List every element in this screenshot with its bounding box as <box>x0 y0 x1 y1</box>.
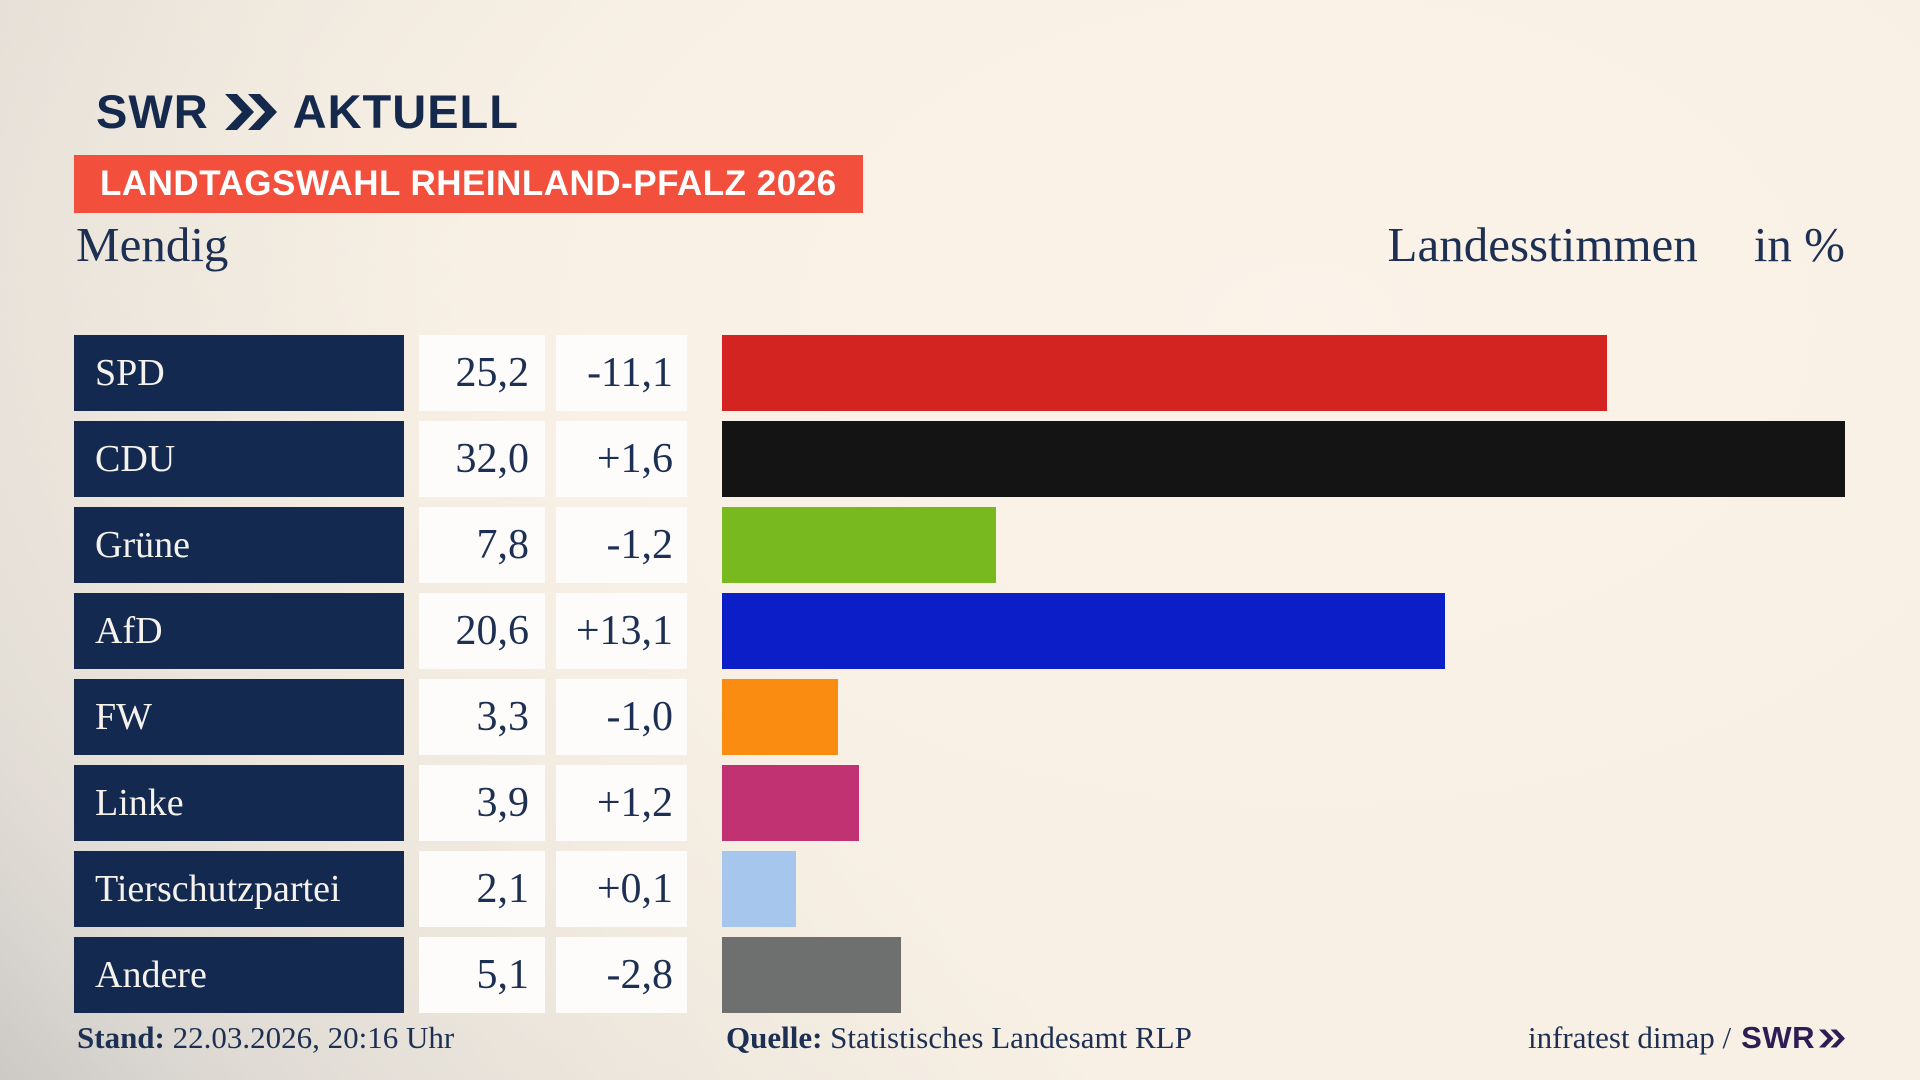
value-cell: 3,3 <box>419 679 545 755</box>
stand-label: Stand: <box>77 1020 165 1055</box>
stand-value: 22.03.2026, 20:16 Uhr <box>164 1020 455 1055</box>
change-cell: -1,2 <box>556 507 687 583</box>
source-label: Quelle: <box>726 1020 823 1055</box>
stand-timestamp: Stand: 22.03.2026, 20:16 Uhr <box>77 1020 454 1056</box>
result-bar <box>722 421 1845 497</box>
unit-label: in % <box>1753 217 1845 272</box>
chart-row: FW 3,3 -1,0 <box>74 679 1845 755</box>
change-cell: -11,1 <box>556 335 687 411</box>
municipality-title: Mendig <box>76 217 229 272</box>
source-value: Statistisches Landesamt RLP <box>822 1020 1192 1055</box>
chart-row: Grüne 7,8 -1,2 <box>74 507 1845 583</box>
change-cell: +0,1 <box>556 851 687 927</box>
credit-text: infratest dimap / <box>1528 1020 1732 1055</box>
party-label: SPD <box>74 335 404 411</box>
double-chevron-icon <box>1819 1020 1845 1056</box>
party-label: Andere <box>74 937 404 1013</box>
logo-suffix-text: AKTUELL <box>292 85 519 138</box>
source-note: Quelle: Statistisches Landesamt RLP <box>726 1020 1192 1056</box>
result-bar <box>722 851 796 927</box>
change-cell: -2,8 <box>556 937 687 1013</box>
double-chevron-icon <box>224 93 277 130</box>
value-cell: 3,9 <box>419 765 545 841</box>
vote-type-label: Landesstimmen <box>1387 217 1698 272</box>
chart-row: AfD 20,6 +13,1 <box>74 593 1845 669</box>
credit-brand: SWR <box>1741 1020 1845 1056</box>
change-cell: +13,1 <box>556 593 687 669</box>
value-cell: 7,8 <box>419 507 545 583</box>
result-bar <box>722 335 1607 411</box>
swr-aktuell-logo: SWR AKTUELL <box>96 84 519 139</box>
chart-row: Andere 5,1 -2,8 <box>74 937 1845 1013</box>
vote-type-header: Landesstimmen in % <box>1388 216 1845 273</box>
value-cell: 25,2 <box>419 335 545 411</box>
change-cell: -1,0 <box>556 679 687 755</box>
result-bar <box>722 593 1445 669</box>
party-label: FW <box>74 679 404 755</box>
credit-brand-text: SWR <box>1741 1020 1815 1055</box>
chart-row: CDU 32,0 +1,6 <box>74 421 1845 497</box>
change-cell: +1,2 <box>556 765 687 841</box>
title-row: Mendig Landesstimmen in % <box>76 216 1845 273</box>
party-label: CDU <box>74 421 404 497</box>
value-cell: 2,1 <box>419 851 545 927</box>
result-bar <box>722 937 901 1013</box>
value-cell: 32,0 <box>419 421 545 497</box>
chart-row: Tierschutzpartei 2,1 +0,1 <box>74 851 1845 927</box>
value-cell: 5,1 <box>419 937 545 1013</box>
change-cell: +1,6 <box>556 421 687 497</box>
credit-note: infratest dimap / SWR <box>1528 1020 1845 1056</box>
result-bar <box>722 765 859 841</box>
logo-brand-text: SWR <box>96 85 209 138</box>
chart-row: SPD 25,2 -11,1 <box>74 335 1845 411</box>
party-label: Tierschutzpartei <box>74 851 404 927</box>
election-badge: LANDTAGSWAHL RHEINLAND-PFALZ 2026 <box>74 155 863 213</box>
result-bar <box>722 507 996 583</box>
party-label: Linke <box>74 765 404 841</box>
party-label: AfD <box>74 593 404 669</box>
bar-chart: SPD 25,2 -11,1 CDU 32,0 +1,6 Grüne 7,8 -1,2 AfD 20… <box>74 335 1845 1013</box>
value-cell: 20,6 <box>419 593 545 669</box>
footer: Stand: 22.03.2026, 20:16 Uhr Quelle: Sta… <box>0 1020 1920 1064</box>
chart-row: Linke 3,9 +1,2 <box>74 765 1845 841</box>
result-bar <box>722 679 838 755</box>
party-label: Grüne <box>74 507 404 583</box>
